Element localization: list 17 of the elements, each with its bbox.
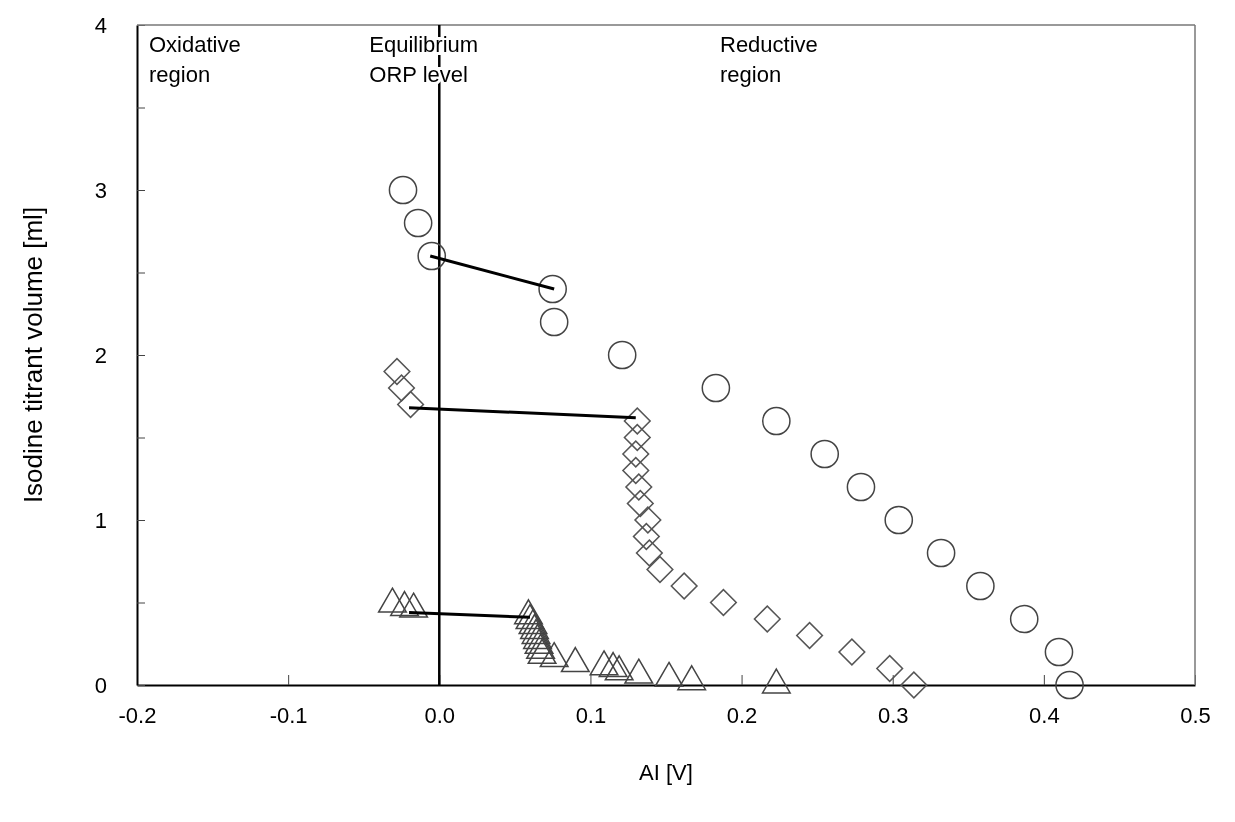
y-tick-label: 1: [94, 507, 107, 533]
annotation: Reductive region: [720, 32, 818, 87]
x-tick-label: 0.2: [726, 702, 758, 728]
x-tick-label: 0.3: [877, 702, 909, 728]
y-tick-label: 2: [94, 342, 107, 368]
x-tick-label: 0.1: [575, 702, 607, 728]
y-tick-label: 3: [94, 177, 107, 203]
x-tick-label: 0.5: [1180, 702, 1211, 728]
y-tick-label: 0: [94, 672, 107, 698]
x-tick-label: -0.1: [269, 702, 308, 728]
x-tick-label: 0.4: [1029, 702, 1060, 728]
x-axis-title: AI [V]: [639, 760, 693, 785]
y-tick-label: 4: [94, 12, 107, 38]
annotation: Oxidative region: [149, 32, 241, 87]
y-axis-title: Isodine titrant volume [ml]: [18, 206, 48, 504]
x-tick-label: -0.2: [118, 702, 157, 728]
x-tick-label: 0.0: [424, 702, 456, 728]
